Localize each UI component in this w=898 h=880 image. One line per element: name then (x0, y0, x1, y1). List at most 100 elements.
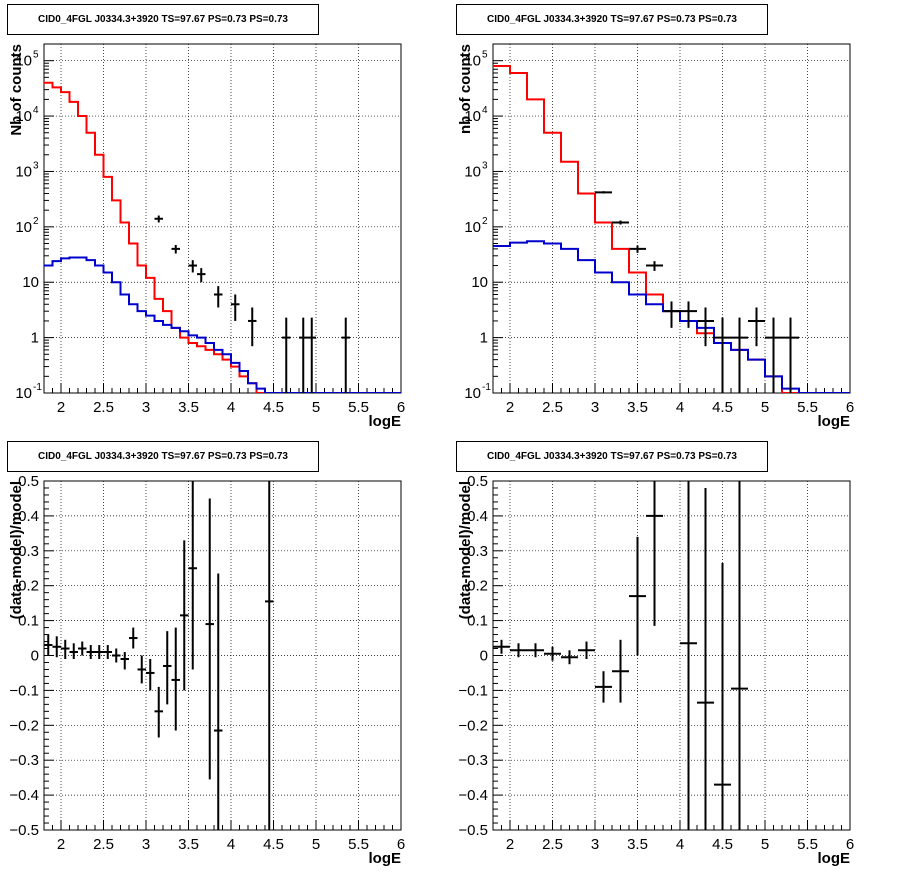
panel-bottom-right: 2 2.5 3 3.5 4 4.5 5 5.5 6 −0.5 −0.4 −0.3 −0.2 −0.1 0 0.… (449, 437, 898, 875)
y-tick-label: 0.1 (467, 613, 488, 630)
y-tick-label: 10 (464, 53, 481, 70)
x-tick-label: 5 (312, 399, 320, 416)
x-tick-label: 4 (227, 836, 235, 853)
x-tick-label: 5.5 (348, 836, 369, 853)
y-tick-label-exponent: 5 (482, 50, 488, 61)
y-tick-label: 0.1 (18, 613, 39, 630)
y-tick-label-exponent: -1 (482, 382, 491, 393)
y-tick-label: 10 (464, 108, 481, 125)
y-tick-label: 0 (31, 648, 39, 665)
plot-title: CID0_4FGL J0334.3+3920 TS=97.67 PS=0.73 … (7, 4, 319, 35)
x-tick-label: 2 (506, 836, 514, 853)
x-tick-label: 2 (57, 836, 65, 853)
x-tick-label: 4 (227, 399, 235, 416)
x-tick-label: 5.5 (797, 836, 818, 853)
x-tick-label: 3.5 (627, 399, 648, 416)
y-tick-label: −0.4 (458, 787, 488, 804)
y-tick-label: −0.2 (458, 717, 488, 734)
x-tick-label: 2.5 (93, 399, 114, 416)
residual-plot-right: 2 2.5 3 3.5 4 4.5 5 5.5 6 −0.5 −0.4 −0.3 −0.2 −0.1 0 0.… (457, 473, 854, 867)
plot-frame (43, 43, 402, 394)
x-tick-label: 2.5 (93, 836, 114, 853)
x-tick-label: 4.5 (263, 399, 284, 416)
y-tick-label: 0.5 (18, 473, 39, 490)
y-tick-label: 0.4 (18, 508, 39, 525)
x-tick-label: 5 (761, 836, 769, 853)
x-tick-label: 3.5 (627, 836, 648, 853)
plot-title: CID0_4FGL J0334.3+3920 TS=97.67 PS=0.73 … (456, 4, 768, 35)
y-tick-label: −0.3 (458, 752, 488, 769)
y-tick-label-exponent: 2 (482, 216, 488, 227)
y-tick-label: 0.2 (467, 578, 488, 595)
data-layer (44, 81, 401, 393)
x-tick-label: 2.5 (542, 836, 563, 853)
x-tick-label: 4 (676, 836, 684, 853)
y-tick-label-exponent: 3 (482, 160, 488, 171)
x-tick-label: 3 (591, 836, 599, 853)
y-tick-label: −0.1 (458, 682, 488, 699)
data-layer (493, 65, 850, 393)
plot-title: CID0_4FGL J0334.3+3920 TS=97.67 PS=0.73 … (7, 441, 319, 472)
y-tick-label: 1 (480, 330, 488, 347)
y-tick-label: 10 (15, 53, 32, 70)
y-tick-label: 0.4 (467, 508, 488, 525)
data-layer (493, 481, 748, 830)
x-axis-title: logE (818, 850, 851, 867)
plot-frame (492, 43, 851, 394)
y-tick-label-exponent: 4 (482, 105, 488, 116)
model-total-line (44, 81, 401, 393)
y-tick-label: 0 (480, 648, 488, 665)
y-tick-label: 10 (15, 385, 32, 402)
y-tick-label-exponent: 5 (33, 50, 39, 61)
model-total-line (493, 65, 850, 393)
y-tick-label-exponent: 4 (33, 105, 39, 116)
x-tick-label: 6 (397, 399, 405, 416)
x-tick-label: 2 (57, 399, 65, 416)
x-tick-label: 3 (142, 399, 150, 416)
y-axis-title: Nb of counts (8, 44, 25, 136)
background-model-line (44, 256, 401, 393)
y-tick-label: 10 (471, 274, 488, 291)
data-layer (44, 481, 274, 830)
y-tick-label: 10 (15, 219, 32, 236)
x-tick-label: 4.5 (712, 399, 733, 416)
panel-top-right: 2 2.5 3 3.5 4 4.5 5 5.5 6 10 -1 1 10 10 2 10 3 10 4 10 5 logE… (449, 0, 898, 437)
y-tick-label: 0.3 (467, 543, 488, 560)
x-tick-label: 5.5 (348, 399, 369, 416)
x-tick-label: 5 (312, 836, 320, 853)
x-tick-label: 3.5 (178, 836, 199, 853)
y-tick-label: −0.2 (9, 717, 39, 734)
x-tick-label: 2.5 (542, 399, 563, 416)
x-tick-label: 4 (676, 399, 684, 416)
residual-plot-left: 2 2.5 3 3.5 4 4.5 5 5.5 6 −0.5 −0.4 −0.3 −0.2 −0.1 0 0.… (8, 473, 405, 867)
x-tick-label: 6 (397, 836, 405, 853)
y-tick-label: −0.5 (458, 822, 488, 839)
x-tick-label: 4.5 (712, 836, 733, 853)
y-tick-label: 10 (464, 219, 481, 236)
x-tick-label: 2 (506, 399, 514, 416)
x-tick-label: 3.5 (178, 399, 199, 416)
y-tick-label-exponent: 3 (33, 160, 39, 171)
x-axis-title: logE (369, 850, 402, 867)
y-tick-label: −0.3 (9, 752, 39, 769)
x-tick-label: 3 (591, 399, 599, 416)
x-axis-title: logE (818, 413, 851, 430)
y-tick-label: 10 (464, 163, 481, 180)
panel-top-left: 2 2.5 3 3.5 4 4.5 5 5.5 6 10 -1 1 10 10 2 10 3 10 4 10 5 logE… (0, 0, 449, 437)
y-axis-title: (data-model)/model (8, 481, 25, 619)
plot-title: CID0_4FGL J0334.3+3920 TS=97.67 PS=0.73 … (456, 441, 768, 472)
y-tick-label: −0.1 (9, 682, 39, 699)
x-axis-title: logE (369, 413, 402, 430)
y-tick-label: 0.5 (467, 473, 488, 490)
y-tick-label: 10 (464, 385, 481, 402)
y-tick-label: 1 (31, 330, 39, 347)
x-tick-label: 3 (142, 836, 150, 853)
y-tick-label: 0.2 (18, 578, 39, 595)
y-tick-label: 0.3 (18, 543, 39, 560)
x-tick-label: 6 (846, 836, 854, 853)
y-tick-label: 10 (15, 108, 32, 125)
x-tick-label: 4.5 (263, 836, 284, 853)
